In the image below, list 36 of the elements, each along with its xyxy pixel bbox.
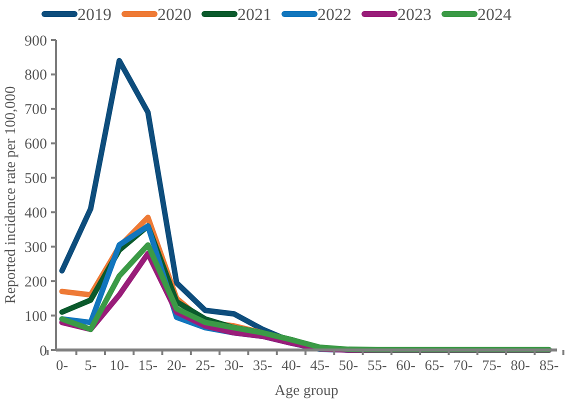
x-tick-label: 15- xyxy=(138,358,158,374)
x-tick-label: 40- xyxy=(282,358,302,374)
legend-label: 2021 xyxy=(238,4,272,24)
x-axis-title: Age group xyxy=(274,383,338,399)
y-axis-title: Reported incidence rate per 100,000 xyxy=(3,86,19,304)
y-tick-label: 400 xyxy=(24,205,47,222)
y-tick-label: 0 xyxy=(40,343,47,360)
x-tick-label: 80- xyxy=(510,358,530,374)
x-tick-label: 10- xyxy=(110,358,130,374)
x-tick-label: 25- xyxy=(196,358,216,374)
x-tick-label: 30- xyxy=(224,358,244,374)
x-tick-label: 20- xyxy=(166,358,186,374)
y-tick-label: 300 xyxy=(24,240,47,256)
x-tick-label: 55- xyxy=(367,358,387,374)
y-tick-label: 100 xyxy=(24,308,47,325)
y-tick-label: 500 xyxy=(24,171,47,188)
x-tick-label: 35- xyxy=(252,358,272,374)
x-tick-label: 75- xyxy=(482,358,502,374)
x-tick-label: 70- xyxy=(453,358,473,374)
legend-label: 2024 xyxy=(478,4,512,24)
y-tick-label: 200 xyxy=(24,274,47,290)
y-tick-label: 700 xyxy=(24,102,47,118)
legend-label: 2020 xyxy=(158,4,192,24)
x-tick-label: 65- xyxy=(424,358,444,374)
x-tick-label: 85- xyxy=(539,358,559,374)
y-tick-label: 600 xyxy=(24,136,47,153)
legend-label: 2023 xyxy=(398,4,432,24)
legend-label: 2022 xyxy=(318,4,352,24)
x-tick-label: 0- xyxy=(56,358,68,374)
legend-label: 2019 xyxy=(78,4,112,24)
x-tick-label: 60- xyxy=(396,358,416,374)
y-tick-label: 900 xyxy=(24,33,47,50)
y-tick-label: 800 xyxy=(24,68,47,84)
x-tick-label: 50- xyxy=(338,358,358,374)
x-tick-label: 45- xyxy=(310,358,330,374)
x-tick-label: 5- xyxy=(84,358,97,374)
